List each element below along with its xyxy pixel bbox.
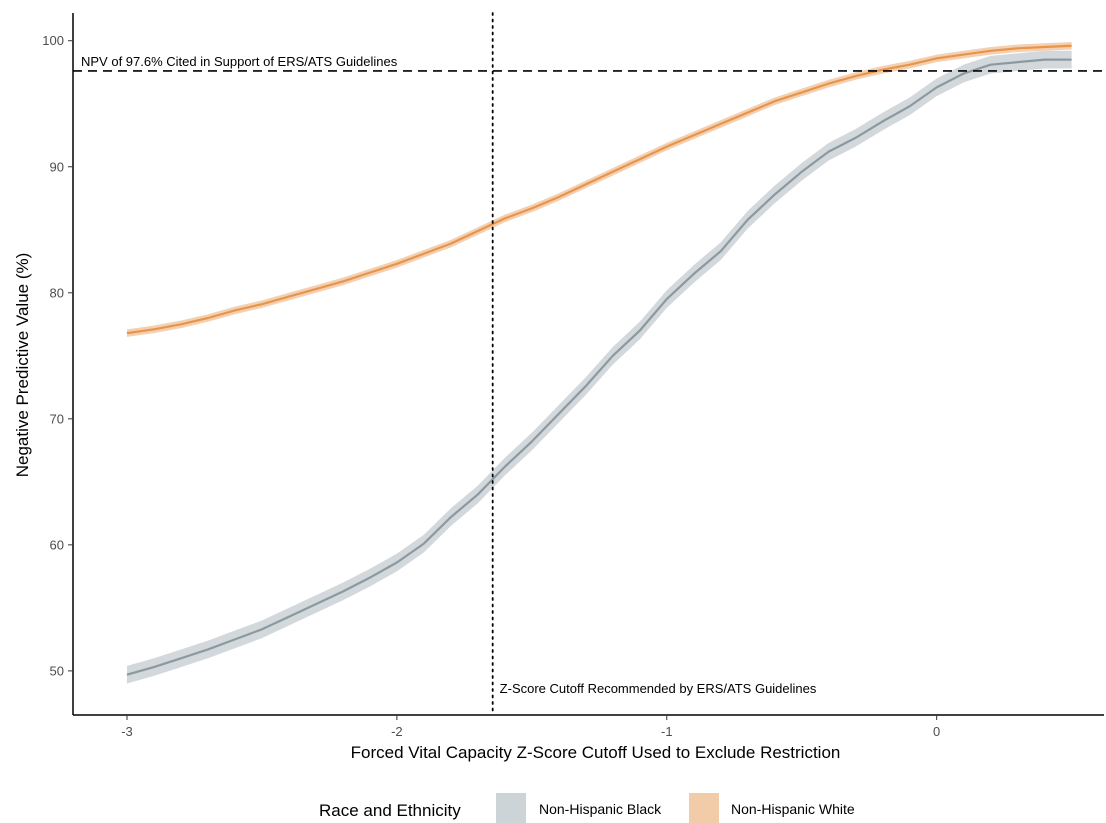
confidence-bands [126,41,1072,684]
x-axis-title: Forced Vital Capacity Z-Score Cutoff Use… [351,743,841,762]
y-tick-label: 100 [42,33,64,48]
confidence-band-non-hispanic-black [126,50,1072,684]
series-lines [126,44,1072,676]
y-tick-label: 70 [50,411,64,426]
legend-key-non-hispanic-black [496,793,526,823]
legend-label-non-hispanic-black: Non-Hispanic Black [539,801,662,817]
x-tick-label: -1 [661,724,673,739]
zscore-cutoff-label: Z-Score Cutoff Recommended by ERS/ATS Gu… [500,681,817,696]
y-tick-label: 50 [50,663,64,678]
series-line-non-hispanic-black [126,58,1072,676]
y-tick-label: 80 [50,285,64,300]
legend: Race and Ethnicity Non-Hispanic Black No… [319,793,855,823]
y-tick-label: 90 [50,159,64,174]
y-tick-label: 60 [50,537,64,552]
x-tick-label: 0 [933,724,940,739]
x-tick-label: -2 [391,724,403,739]
x-tick-label: -3 [121,724,133,739]
reference-lines [73,12,1104,716]
axes [72,13,1104,716]
npv-reference-label: NPV of 97.6% Cited in Support of ERS/ATS… [81,54,398,69]
axis-ticks: -3 -2 -1 0 50 60 70 80 90 100 [42,33,940,739]
y-axis-title: Negative Predictive Value (%) [13,253,32,478]
legend-key-non-hispanic-white [689,793,719,823]
legend-label-non-hispanic-white: Non-Hispanic White [731,801,855,817]
legend-title: Race and Ethnicity [319,801,461,820]
series-line-non-hispanic-white [126,44,1072,335]
